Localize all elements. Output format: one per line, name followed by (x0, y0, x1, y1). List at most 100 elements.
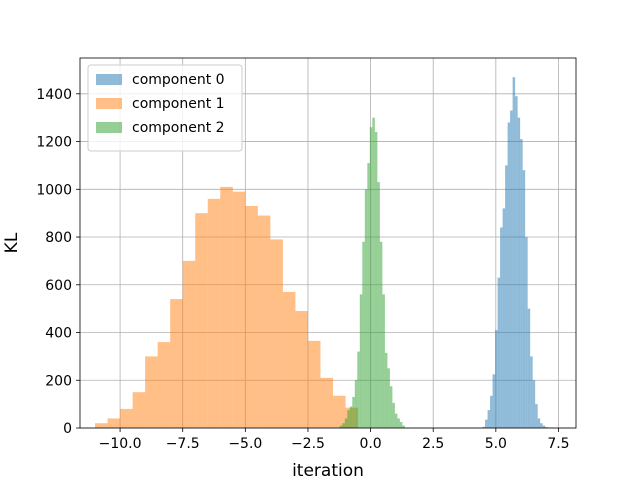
histogram-bar (497, 277, 501, 428)
histogram-bar (535, 404, 538, 428)
y-tick-label: 1200 (36, 135, 72, 151)
histogram-bar (132, 392, 146, 428)
histogram-bar (120, 408, 133, 428)
x-tick-label: −2.5 (291, 436, 325, 452)
legend-label: component 1 (132, 96, 225, 112)
bars (95, 77, 553, 429)
histogram-bar (537, 418, 541, 428)
histogram-bar (394, 413, 398, 428)
legend: component 0 component 1 component 2 (87, 64, 243, 152)
histogram-bar (399, 422, 403, 428)
histogram-bar (232, 191, 246, 428)
y-tick-label: 200 (45, 373, 72, 389)
histogram-bar (352, 396, 355, 428)
histogram-bar (359, 294, 363, 428)
histogram-bar (512, 77, 516, 428)
histogram-bar (492, 374, 496, 428)
histogram-bar (520, 139, 523, 428)
histogram-bar (364, 189, 368, 428)
y-tick-label: 1000 (36, 182, 72, 198)
histogram-bar (347, 410, 350, 428)
histogram-bar (530, 356, 533, 428)
histogram-bar (170, 299, 183, 428)
x-axis-title: iteration (292, 461, 364, 480)
histogram-bar (505, 165, 508, 428)
histogram-bar (145, 356, 158, 428)
histogram-bar (540, 423, 543, 428)
histogram-bar (295, 311, 308, 428)
histogram-bar (495, 330, 498, 428)
histogram-bar (333, 395, 346, 428)
y-tick-label: 400 (45, 326, 72, 342)
histogram-bar (397, 418, 400, 428)
ticks: −10.0 −7.5 −5.0 −2.5 0.0 2.5 5.0 7.5 0 200 400 600 8… (36, 87, 569, 452)
histogram-bar (387, 368, 390, 428)
histogram-bar (487, 410, 491, 428)
histogram-bar (320, 377, 334, 428)
x-tick-label: 2.5 (422, 436, 444, 452)
histogram-bar (507, 122, 511, 429)
histogram-bar (339, 425, 343, 428)
histogram-bar (95, 423, 108, 428)
histogram-bar (377, 182, 380, 428)
histogram-bar (482, 426, 486, 428)
x-tick-label: 5.0 (485, 436, 507, 452)
histogram-bar (157, 342, 171, 428)
x-tick-label: 7.5 (547, 436, 569, 452)
histogram-bar (357, 351, 360, 428)
histogram-bar (195, 213, 208, 428)
histogram-bar (402, 425, 405, 428)
histogram-bar (532, 380, 536, 428)
histogram-bar (389, 386, 393, 428)
histogram-bar (515, 96, 518, 429)
histogram-bar (379, 241, 383, 428)
legend-label: component 0 (132, 72, 225, 88)
x-tick-label: 0.0 (359, 436, 381, 452)
histogram-bar (542, 425, 546, 428)
histogram-bar (510, 110, 513, 429)
x-tick-label: −10.0 (99, 436, 142, 452)
histogram-bar (522, 170, 526, 428)
histogram-bar (342, 423, 345, 428)
legend-label: component 2 (132, 120, 225, 136)
histogram-bar (517, 117, 521, 428)
histogram-bar (362, 241, 365, 428)
histogram-bar (245, 206, 258, 428)
histogram-bar (369, 127, 373, 429)
histogram-bar (307, 340, 321, 428)
histogram-bar (344, 418, 348, 428)
histogram-bar (349, 406, 353, 428)
histogram-bar (500, 227, 503, 428)
y-tick-label: 1400 (36, 87, 72, 103)
histogram-bar (182, 260, 196, 428)
legend-box (87, 64, 243, 152)
histogram-bar (282, 291, 296, 428)
histogram-bar (502, 208, 506, 428)
x-tick-label: −5.0 (228, 436, 262, 452)
histogram-bar (374, 132, 378, 428)
x-tick-label: −7.5 (166, 436, 200, 452)
histogram-bar (372, 117, 375, 428)
histogram-bar (107, 418, 121, 428)
histogram-bar (257, 215, 271, 428)
histogram-bar (367, 163, 370, 428)
y-tick-label: 0 (63, 421, 72, 437)
histogram-bar (382, 294, 385, 428)
y-axis-title: KL (2, 232, 22, 253)
histogram-bar (392, 402, 395, 428)
y-tick-label: 800 (45, 230, 72, 246)
plot-frame (79, 57, 577, 429)
histogram-bar (490, 395, 493, 428)
histogram-bar (527, 308, 531, 428)
histogram-bar (207, 198, 221, 428)
histogram-bar (525, 237, 528, 428)
histogram-bar (545, 427, 548, 428)
legend-swatch (96, 74, 122, 85)
legend-swatch (96, 122, 122, 133)
histogram-bar (220, 186, 233, 428)
histogram-bar (354, 380, 358, 428)
histogram-bar (485, 419, 488, 428)
histogram-bar (384, 352, 388, 428)
y-tick-label: 600 (45, 278, 72, 294)
